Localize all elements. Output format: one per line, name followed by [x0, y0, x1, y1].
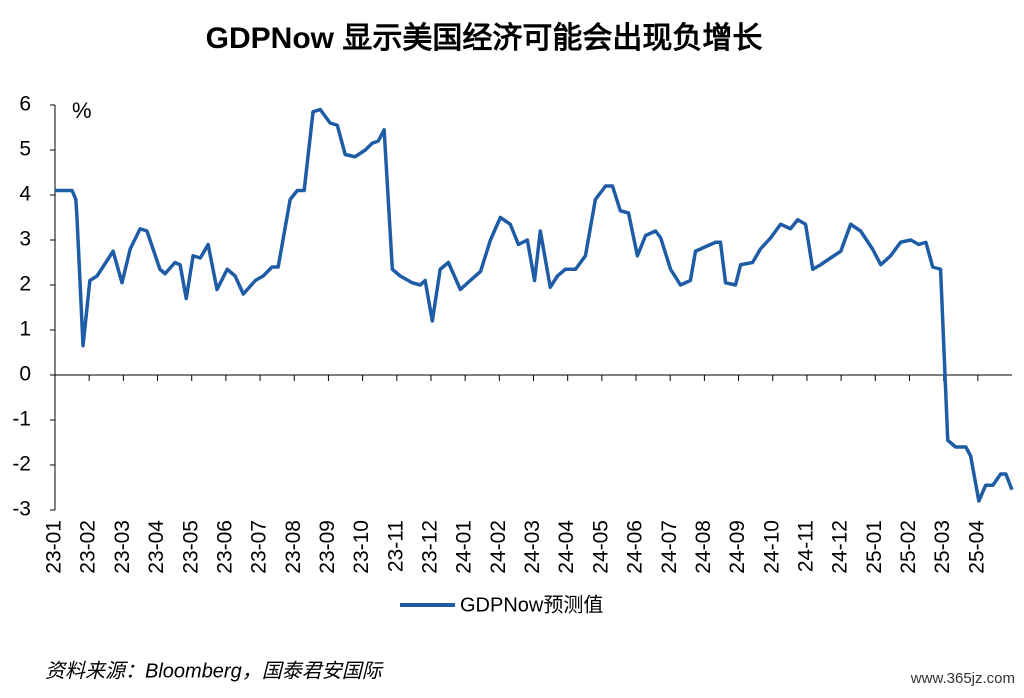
x-tick-label: 23-08: [282, 520, 305, 574]
x-tick-label: 24-06: [624, 520, 647, 574]
x-tick-label: 23-03: [111, 520, 134, 574]
source: 资料来源：Bloomberg，国泰君安国际: [45, 660, 384, 682]
x-tick-label: 23-12: [419, 520, 442, 574]
x-tick-label: 25-04: [965, 520, 988, 574]
x-tick-label: 25-02: [897, 520, 920, 574]
x-tick-label: 23-01: [43, 520, 66, 574]
y-tick-label: -1: [12, 408, 31, 431]
y-tick-label: 4: [19, 183, 31, 206]
x-tick-label: 24-04: [555, 520, 578, 574]
x-tick-label: 25-03: [931, 520, 954, 574]
x-tick-label: 25-01: [863, 520, 886, 574]
x-tick-label: 23-02: [77, 520, 100, 574]
series-line: [55, 107, 1014, 503]
x-tick-label: 24-12: [829, 520, 852, 574]
y-tick-label: -3: [12, 498, 31, 521]
legend-label: GDPNow预测值: [460, 593, 603, 616]
y-tick-label: 2: [19, 273, 31, 296]
x-tick-label: 24-03: [521, 520, 544, 574]
y-tick-label: 3: [19, 228, 31, 251]
x-tick-label: 23-09: [316, 520, 339, 574]
y-tick-label: -2: [12, 453, 31, 476]
y-tick-label: 0: [19, 363, 31, 386]
watermark: www.365jz.com: [910, 670, 1015, 687]
x-tick-label: 23-06: [213, 520, 236, 574]
x-tick-label: 24-09: [726, 520, 749, 574]
x-tick-label: 24-11: [794, 520, 817, 572]
y-tick-label: 6: [19, 93, 31, 116]
x-tick-label: 23-07: [248, 520, 271, 574]
x-tick-label: 24-10: [760, 520, 783, 574]
y-axis-label: %: [72, 98, 92, 123]
x-tick-label: 24-02: [487, 520, 510, 574]
chart-title: GDPNow 显示美国经济可能会出现负增长: [206, 21, 763, 55]
x-tick-label: 24-07: [658, 520, 681, 574]
x-tick-label: 24-01: [453, 520, 476, 574]
x-tick-label: 23-04: [145, 520, 168, 574]
y-tick-label: 1: [19, 318, 31, 341]
x-tick-label: 24-05: [589, 520, 612, 574]
x-tick-label: 23-11: [384, 520, 407, 572]
x-tick-label: 23-10: [350, 520, 373, 574]
y-tick-label: 5: [19, 138, 31, 161]
x-tick-label: 23-05: [179, 520, 202, 574]
x-tick-label: 24-08: [692, 520, 715, 574]
